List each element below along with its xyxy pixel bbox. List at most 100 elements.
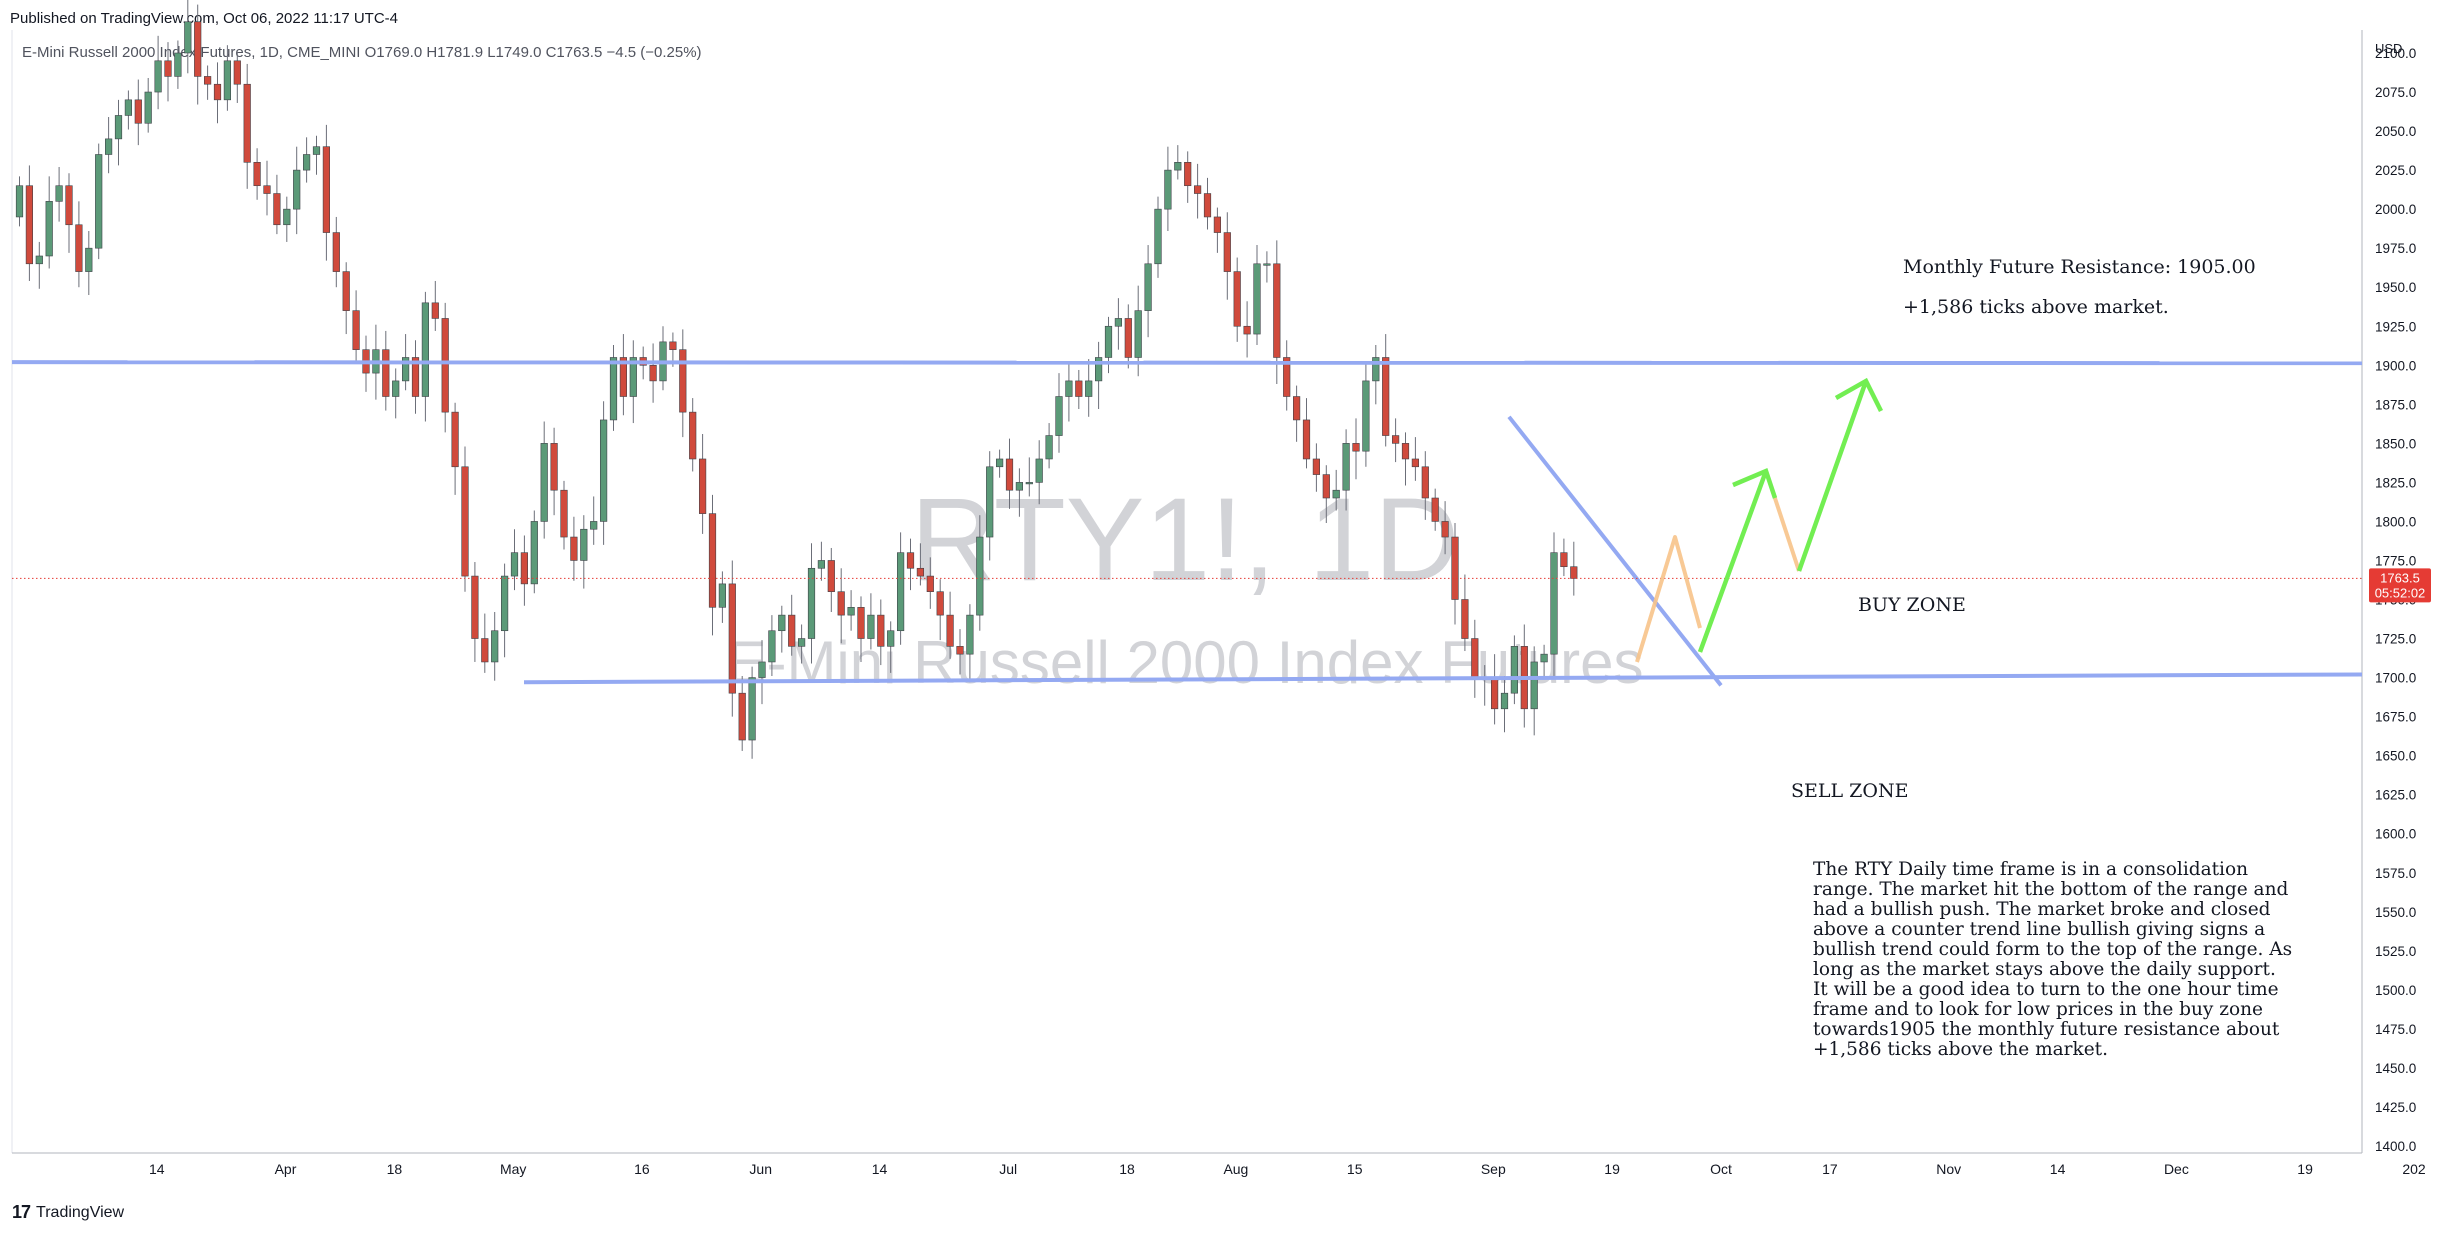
- candle-body-bear: [382, 349, 390, 397]
- tradingview-mark-icon: 17: [12, 1202, 31, 1222]
- candle-body-bear: [1401, 443, 1410, 460]
- resistance-line: [11, 360, 2363, 366]
- candle-body-bull: [1045, 435, 1053, 460]
- y-tick-label: 2075.0: [2375, 85, 2416, 100]
- y-tick-label: 1650.0: [2375, 749, 2416, 764]
- y-tick-label: 1400.0: [2375, 1139, 2416, 1154]
- candle-body-bull: [1253, 263, 1261, 335]
- x-tick-label: May: [500, 1161, 526, 1177]
- x-tick-label: Jul: [999, 1161, 1017, 1177]
- candle-body-bull: [758, 661, 766, 678]
- y-tick-label: 2050.0: [2375, 124, 2416, 139]
- candle-body-bull: [95, 154, 103, 249]
- candle-body-bull: [629, 357, 637, 397]
- candle-body-bear: [1184, 162, 1192, 187]
- candle-body-bear: [441, 318, 449, 413]
- candle-body-bull: [105, 138, 113, 155]
- candle-body-bull: [966, 614, 974, 655]
- candle-body-bull: [1154, 208, 1162, 265]
- x-tick-label: 18: [1119, 1161, 1135, 1177]
- candle-body-bear: [689, 411, 697, 460]
- candle-body-bull: [807, 567, 816, 639]
- candle-body-bear: [481, 638, 489, 663]
- candle-body-bull: [302, 154, 311, 171]
- buy-zone-label: BUY ZONE: [1858, 594, 1966, 616]
- candle-body-bull: [1144, 263, 1152, 311]
- y-tick-label: 1550.0: [2375, 905, 2416, 920]
- candle-body-bull: [174, 52, 182, 77]
- candle-body-bear: [233, 60, 241, 85]
- candle-body-bull: [223, 60, 232, 101]
- y-tick-label: 1725.0: [2375, 632, 2416, 647]
- candle-body-bull: [1530, 661, 1538, 710]
- y-tick-label: 1800.0: [2375, 514, 2416, 529]
- candle-body-bear: [411, 357, 420, 397]
- x-tick-label: Apr: [275, 1161, 297, 1177]
- candle-body-bull: [847, 607, 855, 616]
- x-tick-label: Oct: [1710, 1161, 1732, 1177]
- candle-body-bull: [580, 528, 588, 561]
- y-tick-label: 1700.0: [2375, 671, 2416, 686]
- candle-body-bull: [797, 638, 806, 647]
- candle-body-bull: [114, 115, 123, 140]
- x-tick-label: 19: [2297, 1161, 2313, 1177]
- candle-body-bear: [1124, 318, 1132, 358]
- candle-body-bear: [1451, 536, 1459, 600]
- candle-body-bull: [1114, 318, 1122, 327]
- y-tick-label: 2100.0: [2375, 46, 2416, 61]
- tradingview-logo[interactable]: 17 TradingView: [12, 1202, 124, 1223]
- candle-body-bull: [1025, 482, 1033, 485]
- candle-body-bull: [500, 575, 509, 632]
- y-tick-label: 1575.0: [2375, 866, 2416, 881]
- y-tick-label: 1900.0: [2375, 358, 2416, 373]
- candle-body-bull: [1085, 380, 1093, 397]
- x-tick-label: 14: [2050, 1161, 2066, 1177]
- y-tick-label: 1475.0: [2375, 1022, 2416, 1037]
- candle-body-bear: [1233, 271, 1241, 327]
- resistance-ticks-annotation: +1,586 ticks above market.: [1903, 296, 2169, 318]
- y-tick-label: 2000.0: [2375, 202, 2416, 217]
- candle-body-bear: [936, 591, 944, 616]
- candle-body-bull: [609, 357, 618, 421]
- candle-body-bear: [1352, 443, 1360, 452]
- candle-body-bull: [491, 630, 499, 663]
- candle-body-bull: [144, 91, 152, 124]
- candle-body-bear: [877, 614, 885, 647]
- candle-body-bear: [1392, 435, 1400, 444]
- candle-body-bull: [1095, 357, 1103, 382]
- x-tick-label: 14: [149, 1161, 165, 1177]
- candle-body-bear: [204, 76, 212, 85]
- green-arrow-head-2: [1834, 377, 1884, 413]
- candle-body-bear: [1312, 458, 1320, 475]
- analysis-note: The RTY Daily time frame is in a consoli…: [1813, 859, 2293, 1060]
- symbol-legend[interactable]: E-Mini Russell 2000 Index Futures, 1D, C…: [22, 44, 702, 61]
- candle-body-bear: [827, 560, 835, 592]
- candle-body-bear: [520, 552, 528, 585]
- candle-body-bull: [1065, 380, 1073, 397]
- candle-body-bull: [35, 255, 43, 265]
- candle-body-bull: [867, 614, 875, 639]
- candle-body-bull: [283, 208, 291, 226]
- candle-body-bull: [748, 677, 756, 741]
- candle-body-bear: [1243, 325, 1251, 335]
- candle-body-bear: [728, 583, 736, 694]
- candle-body-bull: [778, 614, 786, 632]
- candle-body-bear: [1441, 521, 1449, 538]
- x-tick-label: 202: [2402, 1161, 2426, 1177]
- candle-body-bull: [1342, 443, 1350, 491]
- candle-body-bear: [1203, 193, 1212, 218]
- x-tick-label: Sep: [1481, 1161, 1506, 1177]
- candle-body-bull: [401, 357, 410, 382]
- candle-body-bull: [1550, 552, 1558, 655]
- candle-body-bear: [1491, 677, 1499, 710]
- candle-body-bear: [431, 302, 439, 319]
- tradingview-logo-text: TradingView: [36, 1203, 125, 1221]
- candle-body-bull: [1134, 310, 1142, 358]
- candle-body-bear: [1273, 263, 1281, 358]
- watermark-symbol: RTY1!, 1D: [911, 474, 1460, 606]
- x-tick-label: 15: [1347, 1161, 1363, 1177]
- candle-body-bear: [1411, 458, 1419, 468]
- candle-body-bear: [352, 310, 360, 350]
- y-tick-label: 1875.0: [2375, 397, 2416, 412]
